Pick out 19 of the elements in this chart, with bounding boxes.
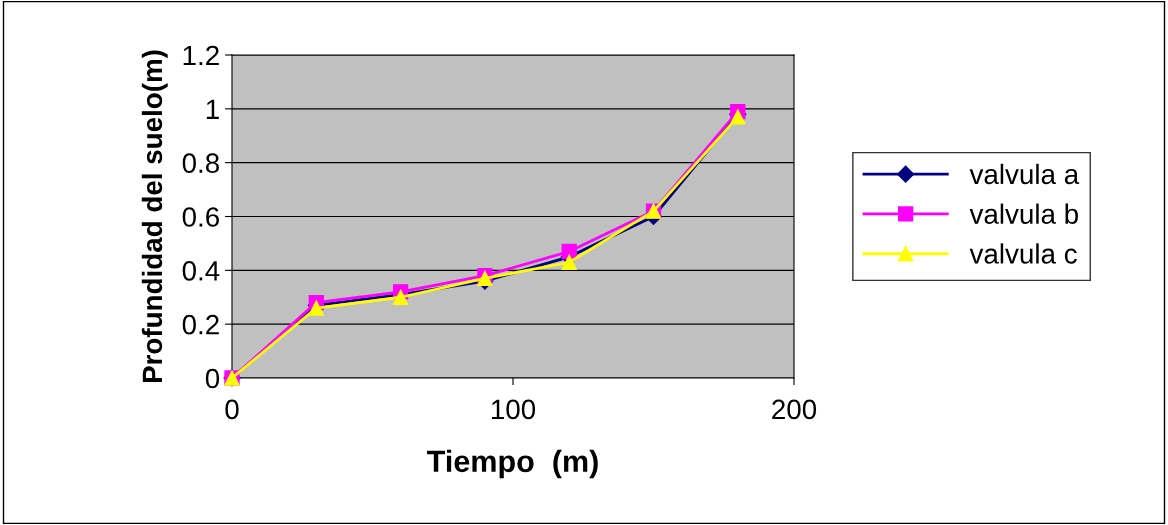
point <box>561 254 577 270</box>
x-tick-label: 100 <box>491 399 536 420</box>
y-tick-label: 0.8 <box>182 153 219 174</box>
legend-label: valvula c <box>969 243 1077 264</box>
point <box>308 300 324 316</box>
y-axis-title: Profundidad del suelo(m) <box>141 50 168 383</box>
x-tick-label: 0 <box>225 399 239 420</box>
point <box>730 109 746 125</box>
y-tick-label: 0.6 <box>182 207 219 227</box>
y-tick-label: 0.2 <box>182 314 219 335</box>
legend-label: valvula b <box>969 203 1078 224</box>
x-tick-label: 200 <box>772 399 817 420</box>
y-tick-label: 0 <box>205 368 220 389</box>
y-tick-label: 1.2 <box>183 45 219 66</box>
y-tick-label: 0.4 <box>182 261 220 281</box>
legend-label: valvula a <box>969 163 1080 185</box>
x-axis-title: Tiempo (m) <box>427 449 598 479</box>
point <box>392 289 409 305</box>
y-tick-label: 1 <box>206 99 219 119</box>
